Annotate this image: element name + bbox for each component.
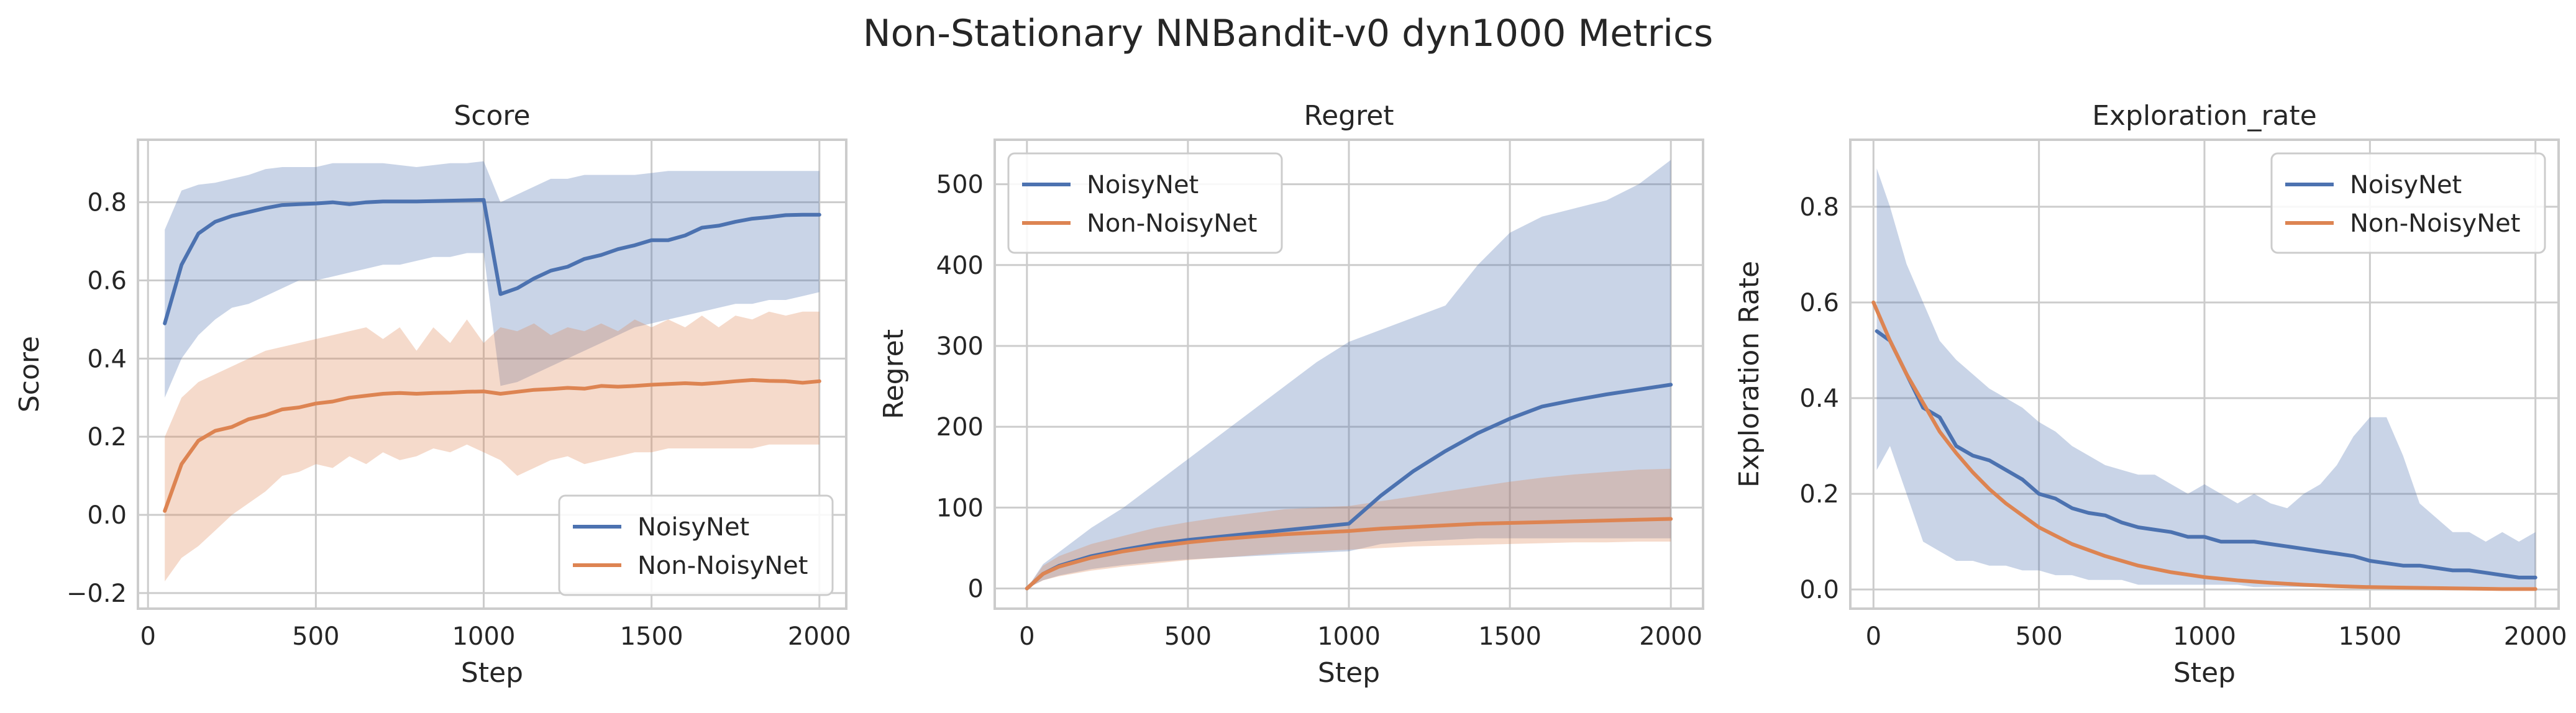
legend-box <box>558 494 834 596</box>
y-tick-label: 0.8 <box>1799 193 1839 222</box>
legend-entry: Non-NoisyNet <box>1087 209 1257 238</box>
y-tick-label: 500 <box>936 171 984 199</box>
y-tick-label: 0.8 <box>87 189 127 217</box>
chart-title: Regret <box>1304 100 1394 132</box>
y-tick-label: 0.4 <box>87 345 127 373</box>
confidence-band-noisynet <box>165 161 820 398</box>
x-tick-label: 2000 <box>788 622 851 651</box>
chart-title: Exploration_rate <box>2092 100 2317 132</box>
y-tick-label: 200 <box>936 413 984 442</box>
legend-box <box>2270 152 2546 254</box>
legend: NoisyNet Non-NoisyNet <box>2270 152 2546 254</box>
y-tick-label: 0.6 <box>1799 289 1839 317</box>
x-tick-label: 0 <box>140 622 155 651</box>
y-tick-label: 100 <box>936 494 984 522</box>
x-tick-label: 1000 <box>2173 622 2236 651</box>
x-tick-label: 1000 <box>1317 622 1381 651</box>
plot-frame <box>137 139 847 610</box>
figure-suptitle: Non-Stationary NNBandit-v0 dyn1000 Metri… <box>863 12 1714 55</box>
series-line-non-noisynet <box>163 378 821 513</box>
legend-entry: NoisyNet <box>637 513 749 542</box>
chart-panel-1: 0 500 1000 1500 2000 −0.2 0.0 0.2 0.4 0.6 0.8 Score… <box>14 100 851 689</box>
data-layer <box>1871 168 2537 591</box>
data-layer <box>1025 160 1673 591</box>
y-axis-label: Score <box>14 336 45 412</box>
legend-box <box>1007 152 1283 254</box>
x-axis-label: Step <box>461 657 523 689</box>
x-tick-label: 0 <box>1019 622 1035 651</box>
y-tick-label: 400 <box>936 252 984 280</box>
confidence-band-noisynet <box>1876 168 2536 588</box>
x-tick-label: 1500 <box>2338 622 2401 651</box>
x-tick-label: 1500 <box>620 622 683 651</box>
legend-entry: NoisyNet <box>2350 171 2462 199</box>
chart-panel-3: 0 500 1000 1500 2000 0.0 0.2 0.4 0.6 0.8 Explorati… <box>1733 100 2567 689</box>
confidence-band-noisynet <box>1026 160 1671 589</box>
x-tick-label: 1500 <box>1478 622 1541 651</box>
legend-entry: Non-NoisyNet <box>2350 209 2520 238</box>
y-tick-label: 0.2 <box>87 423 127 452</box>
legend: NoisyNet Non-NoisyNet <box>558 494 834 596</box>
data-layer <box>163 161 821 581</box>
confidence-band-non-noisynet <box>1026 468 1671 589</box>
series-line-noisynet <box>163 198 821 325</box>
y-tick-label: 0.0 <box>87 501 127 530</box>
x-tick-label: 2000 <box>1639 622 1702 651</box>
x-axis-label: Step <box>2173 657 2236 689</box>
y-tick-label: 0.4 <box>1799 384 1839 413</box>
y-tick-label: 0.6 <box>87 267 127 296</box>
y-tick-label: −0.2 <box>66 579 127 608</box>
plot-frame <box>993 139 1704 610</box>
x-tick-label: 0 <box>1866 622 1881 651</box>
y-axis-label: Regret <box>878 329 910 419</box>
x-tick-label: 2000 <box>2504 622 2567 651</box>
x-axis-label: Step <box>1318 657 1380 689</box>
confidence-band-non-noisynet <box>165 311 820 581</box>
plot-frame <box>1849 139 2560 610</box>
y-axis-label: Exploration Rate <box>1733 261 1765 488</box>
series-line-noisynet <box>1875 329 2537 579</box>
y-tick-label: 0 <box>968 574 984 603</box>
series-line-non-noisynet <box>1025 517 1673 591</box>
x-tick-label: 1000 <box>452 622 516 651</box>
legend-entry: NoisyNet <box>1087 171 1199 199</box>
x-tick-label: 500 <box>2015 622 2062 651</box>
series-line-non-noisynet <box>1871 300 2537 591</box>
y-tick-label: 300 <box>936 332 984 361</box>
x-tick-label: 500 <box>292 622 339 651</box>
legend: NoisyNet Non-NoisyNet <box>1007 152 1283 254</box>
x-tick-label: 500 <box>1164 622 1212 651</box>
y-tick-label: 0.2 <box>1799 480 1839 509</box>
y-tick-label: 0.0 <box>1799 576 1839 604</box>
chart-panel-2: 0 500 1000 1500 2000 0 100 200 300 400 500 Regret St… <box>878 100 1704 689</box>
legend-entry: Non-NoisyNet <box>637 552 808 580</box>
chart-title: Score <box>454 100 530 132</box>
